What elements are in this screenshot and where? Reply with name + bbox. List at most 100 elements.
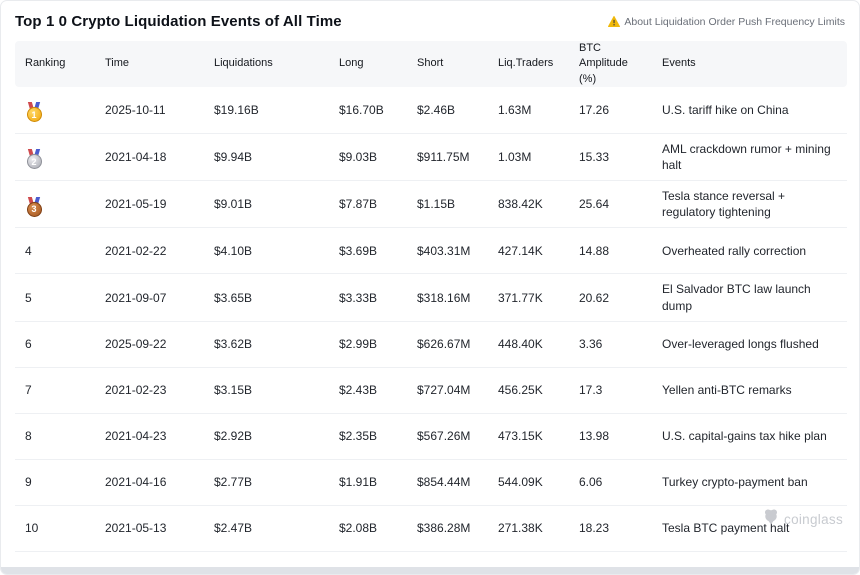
cell-time: 2021-05-13: [105, 521, 167, 536]
cell-events: Tesla BTC payment halt: [662, 521, 790, 536]
warning-icon: [608, 16, 621, 27]
cell-short: $318.16M: [417, 290, 471, 305]
cell-time: 2021-04-16: [105, 475, 167, 490]
cell-liq_traders: 1.03M: [498, 149, 532, 164]
cell-long: $7.87B: [339, 197, 378, 212]
cell-btc_amplitude: 15.33: [579, 149, 610, 164]
table-row: 6 2025-09-22 $3.62B $2.99B $626.67M 448.40K 3.…: [15, 321, 847, 368]
cell-time: 2021-02-23: [105, 383, 167, 398]
cell-ranking: 6: [25, 337, 32, 352]
cell-btc_amplitude: 13.98: [579, 429, 610, 444]
cell-events: El Salvador BTC law launch dump: [662, 282, 811, 313]
column-header-liq_traders: Liq.Traders: [488, 41, 569, 88]
cell-long: $16.70B: [339, 102, 384, 117]
cell-short: $1.15B: [417, 197, 456, 212]
cell-short: $403.31M: [417, 243, 471, 258]
cell-liquidations: $2.92B: [214, 429, 253, 444]
cell-events: Overheated rally correction: [662, 243, 807, 258]
column-header-short: Short: [407, 41, 488, 88]
cell-btc_amplitude: 14.88: [579, 243, 610, 258]
cell-long: $3.33B: [339, 290, 378, 305]
cell-time: 2025-10-11: [105, 102, 166, 117]
cell-liq_traders: 838.42K: [498, 197, 543, 212]
cell-time: 2021-05-19: [105, 197, 167, 212]
cell-time: 2025-09-22: [105, 337, 167, 352]
cell-ranking: 3: [15, 181, 95, 228]
cell-liquidations: $9.01B: [214, 197, 253, 212]
cell-ranking: 4: [25, 243, 32, 258]
cell-short: $567.26M: [417, 429, 471, 444]
bottom-strip: [1, 567, 859, 574]
table-row: 2 2021-04-18 $9.94B $9.03B $911.75M 1.03M 15.3…: [15, 133, 847, 181]
cell-events: AML crackdown rumor + mining halt: [662, 141, 831, 172]
table-row: 1 2025-10-11 $19.16B $16.70B $2.46B 1.63M 17.2…: [15, 87, 847, 134]
cell-btc_amplitude: 20.62: [579, 290, 610, 305]
page-title: Top 1 0 Crypto Liquidation Events of All…: [15, 13, 342, 30]
cell-btc_amplitude: 3.36: [579, 337, 603, 352]
cell-liquidations: $9.94B: [214, 149, 253, 164]
cell-events: U.S. capital-gains tax hike plan: [662, 429, 827, 444]
liquidation-limits-link[interactable]: About Liquidation Order Push Frequency L…: [608, 16, 845, 28]
cell-liq_traders: 1.63M: [498, 102, 532, 117]
cell-short: $386.28M: [417, 521, 471, 536]
cell-events: Tesla stance reversal + regulatory tight…: [662, 189, 786, 220]
bronze-medal-icon: 3: [25, 197, 43, 217]
cell-liquidations: $3.62B: [214, 337, 253, 352]
cell-liquidations: $3.65B: [214, 290, 253, 305]
cell-liquidations: $4.10B: [214, 243, 253, 258]
column-header-btc_amplitude: BTC Amplitude (%): [569, 41, 652, 88]
cell-time: 2021-04-18: [105, 149, 167, 164]
table-row: 3 2021-05-19 $9.01B $7.87B $1.15B 838.42K 25.6…: [15, 181, 847, 228]
table-row: 7 2021-02-23 $3.15B $2.43B $727.04M 456.25K 17…: [15, 367, 847, 414]
table-row: 8 2021-04-23 $2.92B $2.35B $567.26M 473.15K 13…: [15, 413, 847, 460]
cell-time: 2021-09-07: [105, 290, 167, 305]
column-header-long: Long: [329, 41, 407, 88]
cell-liquidations: $3.15B: [214, 383, 253, 398]
cell-long: $2.99B: [339, 337, 378, 352]
card-header: Top 1 0 Crypto Liquidation Events of All…: [1, 1, 859, 41]
cell-time: 2021-04-23: [105, 429, 167, 444]
cell-ranking: 7: [25, 383, 32, 398]
cell-liq_traders: 456.25K: [498, 383, 543, 398]
cell-liq_traders: 448.40K: [498, 337, 543, 352]
cell-events: U.S. tariff hike on China: [662, 102, 789, 117]
notice-label: About Liquidation Order Push Frequency L…: [624, 15, 845, 28]
column-header-time: Time: [95, 41, 204, 88]
header-row: Ranking Time Liquidations Long Short Liq.Trad…: [15, 41, 847, 88]
cell-liq_traders: 473.15K: [498, 429, 543, 444]
table-row: 4 2021-02-22 $4.10B $3.69B $403.31M 427.14K 14…: [15, 228, 847, 274]
column-header-ranking: Ranking: [15, 41, 95, 88]
cell-long: $2.43B: [339, 383, 378, 398]
cell-long: $1.91B: [339, 475, 378, 490]
cell-short: $911.75M: [417, 149, 470, 164]
cell-short: $727.04M: [417, 383, 471, 398]
cell-ranking: 8: [25, 429, 32, 444]
cell-long: $2.35B: [339, 429, 378, 444]
cell-events: Over-leveraged longs flushed: [662, 337, 819, 352]
cell-liq_traders: 427.14K: [498, 243, 543, 258]
cell-btc_amplitude: 25.64: [579, 197, 610, 212]
cell-ranking: 5: [25, 290, 32, 305]
silver-medal-icon: 2: [25, 149, 43, 170]
cell-liq_traders: 544.09K: [498, 475, 543, 490]
cell-btc_amplitude: 6.06: [579, 475, 603, 490]
cell-btc_amplitude: 17.3: [579, 383, 603, 398]
table-row: 10 2021-05-13 $2.47B $2.08B $386.28M 271.38K 1…: [15, 505, 847, 552]
cell-ranking: 10: [25, 521, 39, 536]
cell-long: $2.08B: [339, 521, 378, 536]
cell-ranking: 1: [15, 87, 95, 133]
table-header: Ranking Time Liquidations Long Short Liq.Trad…: [15, 41, 847, 88]
cell-liq_traders: 271.38K: [498, 521, 543, 536]
cell-btc_amplitude: 17.26: [579, 102, 610, 117]
cell-long: $3.69B: [339, 243, 378, 258]
cell-liquidations: $19.16B: [214, 102, 259, 117]
column-header-events: Events: [652, 41, 847, 88]
cell-ranking: 2: [15, 133, 95, 180]
table-row: 5 2021-09-07 $3.65B $3.33B $318.16M 371.77K 20…: [15, 274, 847, 322]
cell-events: Yellen anti-BTC remarks: [662, 383, 792, 398]
cell-short: $854.44M: [417, 475, 471, 490]
gold-medal-icon: 1: [25, 102, 43, 123]
cell-events: Turkey crypto-payment ban: [662, 475, 808, 490]
cell-long: $9.03B: [339, 149, 378, 164]
table-row: 9 2021-04-16 $2.77B $1.91B $854.44M 544.09K 6.…: [15, 459, 847, 506]
